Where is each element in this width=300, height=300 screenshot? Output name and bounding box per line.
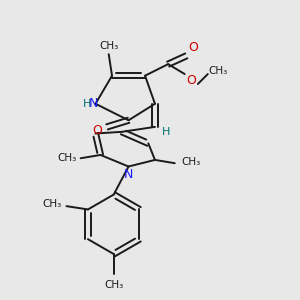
Text: N: N [124,168,133,181]
Text: H: H [83,99,92,109]
Text: O: O [186,74,196,87]
Text: CH₃: CH₃ [58,153,77,163]
Text: N: N [89,97,98,110]
Text: CH₃: CH₃ [182,157,201,166]
Text: O: O [188,41,198,54]
Text: H: H [162,127,171,137]
Text: CH₃: CH₃ [104,280,123,290]
Text: CH₃: CH₃ [208,66,227,76]
Text: CH₃: CH₃ [42,200,61,209]
Text: O: O [92,124,102,137]
Text: CH₃: CH₃ [99,41,118,51]
